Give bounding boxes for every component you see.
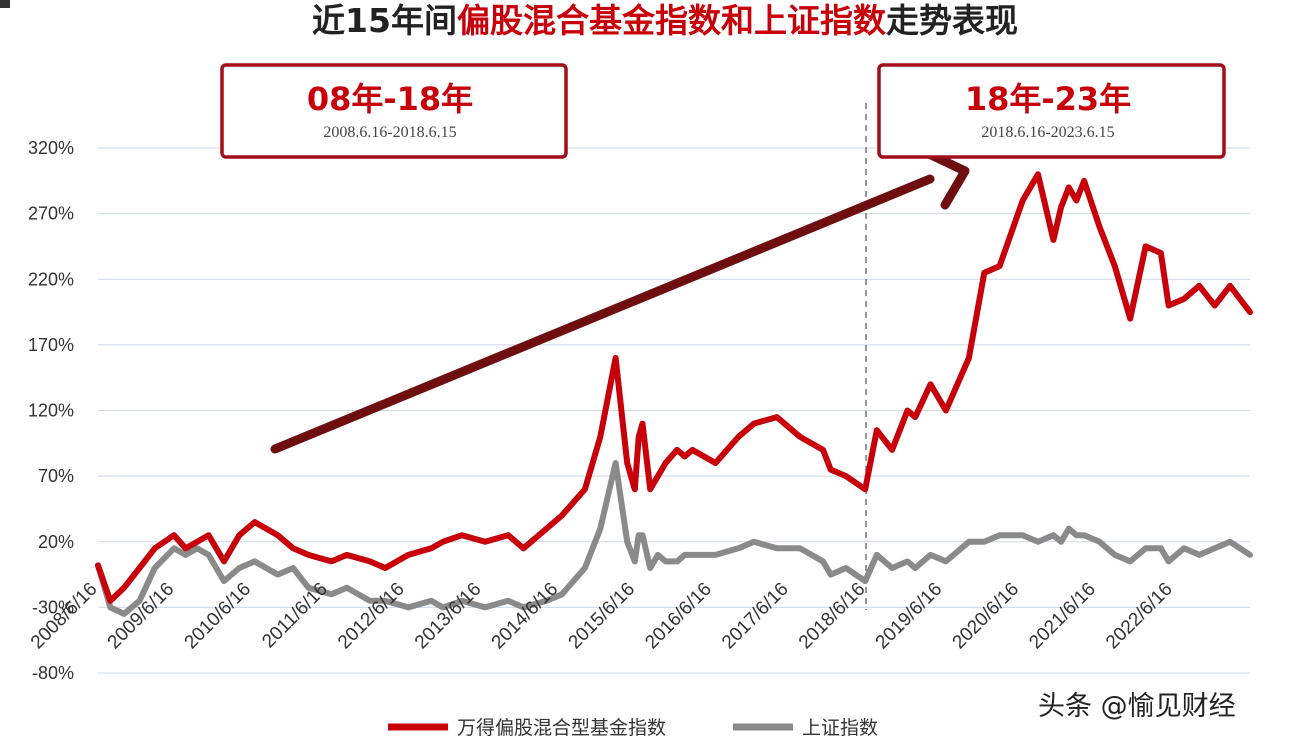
x-tick-label: 2010/6/16 (181, 579, 256, 654)
chart-title: 近15年间偏股混合基金指数和上证指数走势表现 (312, 1, 1018, 40)
series-line-index (95, 460, 1253, 617)
x-tick-label: 2013/6/16 (411, 579, 486, 654)
annotation-box-period2: 18年-23年 2018.6.16-2023.6.15 (877, 63, 1226, 159)
period2-range: 2018.6.16-2023.6.15 (981, 124, 1114, 141)
x-tick-label: 2022/6/16 (1102, 579, 1177, 654)
y-axis-ticks: -80% -30% 20% 70% 120% 170% 220% 270% 320% (28, 138, 74, 683)
title-part2: 偏股混合基金指数和上证指数 (457, 1, 887, 40)
title-part1: 近15年间 (312, 1, 457, 40)
period1-range: 2008.6.16-2018.6.15 (323, 124, 456, 141)
x-tick-label: 2020/6/16 (949, 579, 1024, 654)
x-tick-label: 2017/6/16 (718, 579, 793, 654)
legend-label-fund: 万得偏股混合型基金指数 (457, 717, 666, 739)
y-tick-label: 20% (38, 532, 74, 552)
x-tick-label: 2021/6/16 (1025, 579, 1100, 654)
period1-label: 08年-18年 (307, 80, 473, 118)
y-tick-label: 220% (28, 269, 74, 289)
annotation-box-period1: 08年-18年 2008.6.16-2018.6.15 (220, 63, 568, 159)
x-tick-label: 2011/6/16 (258, 579, 332, 653)
period2-label: 18年-23年 (965, 80, 1131, 118)
y-tick-label: 170% (28, 335, 74, 355)
annotation-box-2-frame (877, 63, 1226, 159)
y-tick-label: 270% (28, 204, 74, 224)
x-tick-label: 2009/6/16 (104, 579, 179, 654)
y-tick-label: 320% (28, 138, 74, 158)
x-tick-label: 2015/6/16 (565, 579, 640, 654)
watermark: 头条 @愉见财经 (1038, 691, 1236, 722)
x-tick-label: 2018/6/16 (795, 579, 870, 654)
series-index-group (95, 460, 1253, 617)
y-tick-label: 70% (38, 466, 74, 486)
corner-mark (0, 0, 10, 8)
legend-label-index: 上证指数 (802, 717, 878, 739)
annotation-box-1-frame (220, 63, 568, 159)
x-axis-ticks: 2008/6/16 2009/6/16 2010/6/16 2011/6/16 2012… (27, 579, 1177, 654)
x-tick-label: 2019/6/16 (872, 579, 947, 654)
series-fund-group (95, 171, 1253, 604)
x-tick-label: 2014/6/16 (488, 579, 563, 654)
title-part3: 走势表现 (886, 1, 1018, 40)
series-line-fund (95, 171, 1253, 604)
x-tick-label: 2016/6/16 (641, 579, 716, 654)
y-tick-label: -30% (32, 597, 74, 617)
y-tick-label: 120% (28, 401, 74, 421)
legend: 万得偏股混合型基金指数 上证指数 (388, 717, 878, 739)
y-tick-label: -80% (32, 663, 74, 683)
